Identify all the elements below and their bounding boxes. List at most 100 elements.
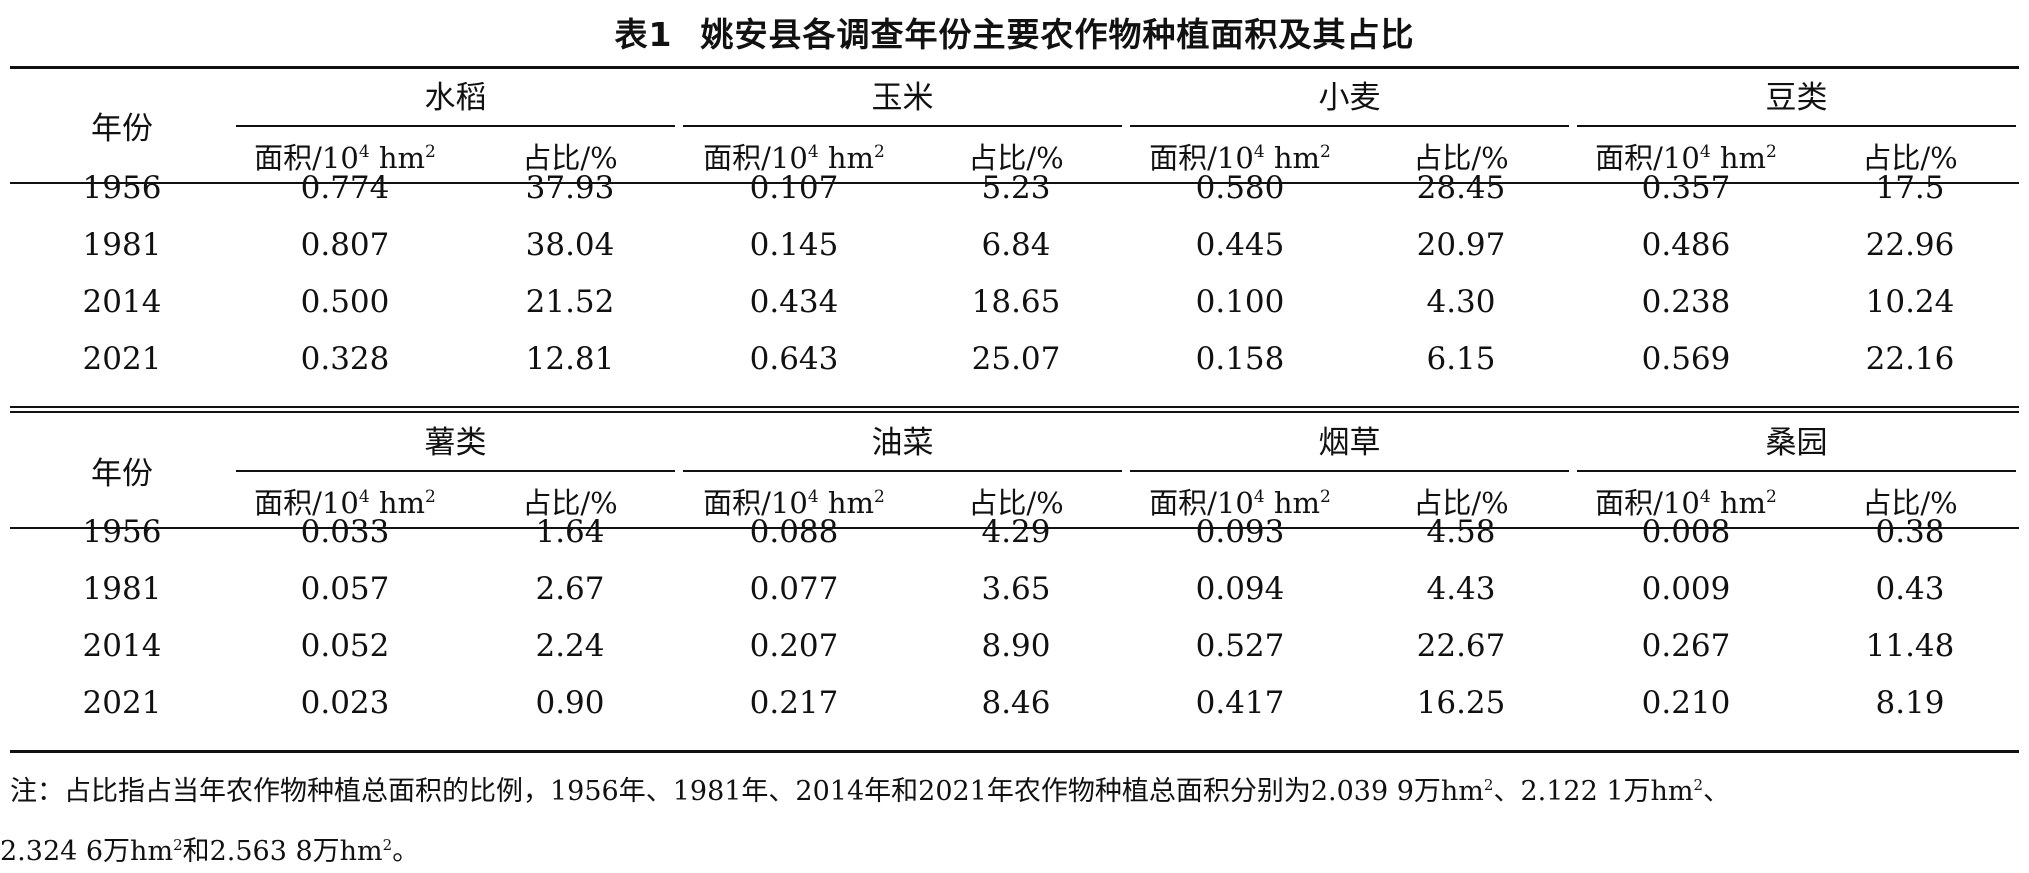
- area-label-exponent: 4: [1253, 487, 1265, 507]
- crop-group-underline: [683, 470, 1122, 472]
- area-value-cell: 0.107: [749, 170, 839, 206]
- share-label-text: 占比/%: [522, 141, 618, 175]
- area-value-cell: 0.643: [749, 341, 839, 377]
- year-column-header: 年份: [91, 111, 153, 147]
- area-column-header: 面积/104 hm2: [1526, 483, 1846, 523]
- area-value-cell: 0.008: [1641, 514, 1731, 550]
- area-value-cell: 0.569: [1641, 341, 1731, 377]
- share-value-cell: 4.29: [981, 514, 1051, 550]
- note-text: 2.324 6万hm: [0, 836, 174, 867]
- note-text: 、2.122 1万hm: [1493, 776, 1694, 807]
- area-label-text: 面积/10: [703, 486, 808, 520]
- share-label-text: 占比/%: [1862, 486, 1958, 520]
- area-label-text: 面积/10: [1149, 141, 1254, 175]
- share-value-cell: 8.90: [981, 628, 1051, 664]
- area-value-cell: 0.445: [1195, 227, 1285, 263]
- area-unit-text: hm: [369, 486, 426, 520]
- year-cell: 1956: [82, 514, 162, 550]
- note-superscript: 2: [1483, 776, 1494, 794]
- note-superscript: 2: [1693, 776, 1704, 794]
- area-column-header: 面积/104 hm2: [1080, 138, 1400, 178]
- share-value-cell: 25.07: [971, 341, 1061, 377]
- share-value-cell: 11.48: [1865, 628, 1955, 664]
- area-unit-text: hm: [818, 486, 875, 520]
- note-superscript: 2: [173, 836, 183, 854]
- year-cell: 1981: [82, 227, 162, 263]
- share-value-cell: 28.45: [1416, 170, 1506, 206]
- table-bottom-rule: [10, 750, 2019, 753]
- area-value-cell: 0.094: [1195, 571, 1285, 607]
- area-label-text: 面积/10: [254, 141, 359, 175]
- crop-group-underline: [1577, 470, 2016, 472]
- share-value-cell: 0.38: [1875, 514, 1945, 550]
- area-value-cell: 0.052: [300, 628, 390, 664]
- area-value-cell: 0.077: [749, 571, 839, 607]
- share-value-cell: 37.93: [525, 170, 615, 206]
- area-value-cell: 0.357: [1641, 170, 1731, 206]
- year-cell: 1981: [82, 571, 162, 607]
- crop-group-underline: [683, 125, 1122, 127]
- crop-group-header: 烟草: [1318, 425, 1381, 461]
- share-column-header: 占比/%: [1301, 138, 1621, 178]
- share-value-cell: 0.43: [1875, 571, 1945, 607]
- area-unit-exponent: 2: [425, 142, 436, 162]
- year-column-header: 年份: [91, 456, 153, 492]
- share-value-cell: 18.65: [971, 284, 1061, 320]
- caption-title: 姚安县各调查年份主要农作物种植面积及其占比: [700, 15, 1415, 54]
- area-column-header: 面积/104 hm2: [1080, 483, 1400, 523]
- area-value-cell: 0.417: [1195, 685, 1285, 721]
- crop-group-header: 豆类: [1765, 80, 1828, 116]
- area-value-cell: 0.580: [1195, 170, 1285, 206]
- crop-group-underline: [236, 470, 675, 472]
- share-label-text: 占比/%: [522, 486, 618, 520]
- note-text: 和2.563 8万hm: [182, 836, 383, 867]
- share-value-cell: 16.25: [1416, 685, 1506, 721]
- crop-group-underline: [1130, 125, 1569, 127]
- area-value-cell: 0.527: [1195, 628, 1285, 664]
- area-value-cell: 0.486: [1641, 227, 1731, 263]
- area-label-text: 面积/10: [1595, 141, 1700, 175]
- area-unit-text: hm: [1710, 141, 1767, 175]
- area-unit-text: hm: [1264, 141, 1321, 175]
- area-label-exponent: 4: [807, 487, 819, 507]
- area-unit-text: hm: [1264, 486, 1321, 520]
- caption-number: 表1: [614, 15, 673, 54]
- share-column-header: 占比/%: [1301, 483, 1621, 523]
- share-column-header: 占比/%: [856, 483, 1176, 523]
- area-value-cell: 0.267: [1641, 628, 1731, 664]
- share-value-cell: 17.5: [1875, 170, 1945, 206]
- area-value-cell: 0.023: [300, 685, 390, 721]
- area-label-exponent: 4: [1699, 142, 1711, 162]
- share-value-cell: 2.24: [535, 628, 605, 664]
- share-column-header: 占比/%: [856, 138, 1176, 178]
- share-value-cell: 8.46: [981, 685, 1051, 721]
- area-unit-text: hm: [1710, 486, 1767, 520]
- share-label-text: 占比/%: [1862, 141, 1958, 175]
- area-column-header: 面积/104 hm2: [185, 138, 505, 178]
- area-label-text: 面积/10: [1595, 486, 1700, 520]
- share-value-cell: 22.96: [1865, 227, 1955, 263]
- share-label-text: 占比/%: [968, 486, 1064, 520]
- area-unit-exponent: 2: [1766, 142, 1777, 162]
- block-separator-rule: [10, 406, 2019, 408]
- share-value-cell: 22.67: [1416, 628, 1506, 664]
- table-caption: 表1 姚安县各调查年份主要农作物种植面积及其占比: [0, 8, 2029, 56]
- share-value-cell: 1.64: [535, 514, 605, 550]
- area-value-cell: 0.217: [749, 685, 839, 721]
- area-label-exponent: 4: [1699, 487, 1711, 507]
- share-label-text: 占比/%: [1413, 486, 1509, 520]
- area-value-cell: 0.774: [300, 170, 390, 206]
- area-value-cell: 0.500: [300, 284, 390, 320]
- note-text: 、: [1703, 776, 1731, 807]
- area-label-text: 面积/10: [1149, 486, 1254, 520]
- crop-group-underline: [1577, 125, 2016, 127]
- table-top-rule: [10, 66, 2019, 69]
- share-value-cell: 6.15: [1426, 341, 1496, 377]
- area-value-cell: 0.088: [749, 514, 839, 550]
- share-column-header: 占比/%: [1750, 483, 2029, 523]
- area-unit-exponent: 2: [1766, 487, 1777, 507]
- share-value-cell: 8.19: [1875, 685, 1945, 721]
- year-cell: 2021: [82, 341, 162, 377]
- share-column-header: 占比/%: [1750, 138, 2029, 178]
- note-text: 注：占比指占当年农作物种植总面积的比例，1956年、1981年、2014年和20…: [10, 776, 1484, 807]
